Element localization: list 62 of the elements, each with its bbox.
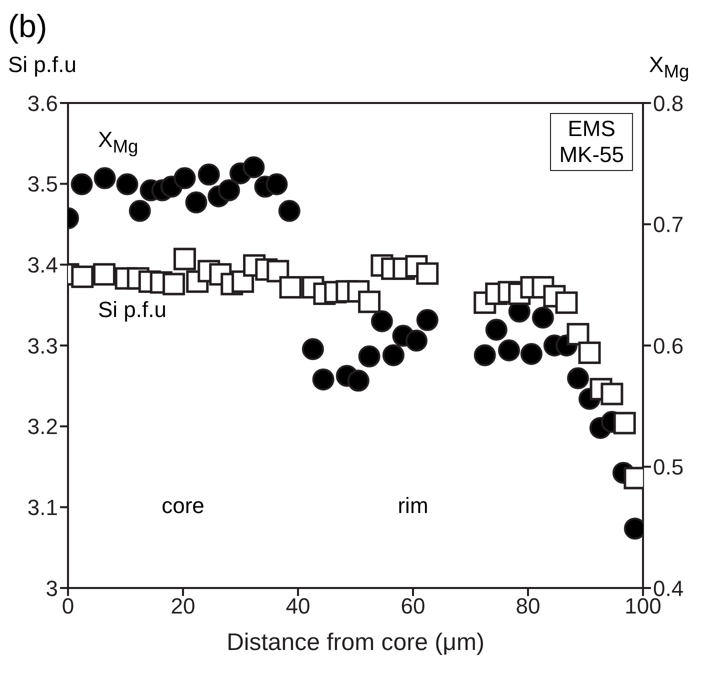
point [474, 344, 496, 366]
point [71, 266, 94, 288]
point [312, 368, 334, 390]
point [92, 263, 116, 286]
point [347, 370, 370, 392]
series-label: Si p.f.u [98, 297, 166, 324]
y-tick-label: 3.3 [27, 333, 58, 358]
y-tick-label: 3.4 [27, 252, 58, 278]
point [302, 338, 324, 360]
point [242, 156, 265, 178]
point [94, 167, 116, 190]
y-tick-label: 3.5 [27, 172, 58, 197]
point [416, 309, 438, 332]
point [498, 339, 520, 362]
y2-tick-label: 0.6 [653, 333, 684, 358]
point [128, 200, 151, 222]
point [174, 167, 196, 190]
point [485, 318, 508, 341]
point [370, 310, 393, 332]
x-axis-title: Distance from core (μm) [226, 629, 484, 656]
x-tick-label: 80 [516, 594, 540, 619]
y-tick-label: 3.2 [27, 414, 58, 440]
point [613, 412, 636, 434]
y-tick-label: 3.6 [27, 90, 58, 116]
point [266, 173, 288, 196]
point [555, 291, 578, 314]
point [405, 330, 428, 352]
series-label: X$_{Mg}$ [98, 127, 138, 158]
point [567, 367, 590, 390]
point [185, 191, 208, 214]
y-tick-label: 3 [46, 576, 58, 601]
y2-tick-label: 0.7 [653, 212, 684, 238]
point [162, 272, 186, 296]
point [566, 322, 590, 346]
x-tick-label: 40 [286, 594, 310, 619]
y-tick-label: 3.1 [27, 494, 58, 520]
point [520, 342, 542, 365]
point [278, 200, 300, 222]
y-axis-title: Si p.f.u [8, 52, 76, 78]
point [70, 173, 93, 196]
point [600, 382, 624, 406]
point [358, 290, 381, 314]
chart-title: (b) [8, 8, 48, 45]
point [173, 248, 196, 270]
point [578, 342, 601, 364]
annotation: EMS MK-55 [550, 113, 633, 171]
point [382, 344, 404, 366]
y2-tick-label: 0.8 [653, 90, 684, 116]
annotation: core [162, 493, 204, 520]
point [416, 262, 439, 285]
x-tick-label: 0 [62, 594, 74, 619]
point [358, 345, 380, 368]
point [218, 179, 240, 202]
y2-tick-label: 0.5 [653, 454, 684, 480]
point [279, 276, 302, 299]
point [116, 173, 138, 196]
annotation: rim [398, 493, 428, 520]
point [198, 164, 220, 186]
x-tick-label: 60 [400, 594, 426, 619]
point [532, 306, 554, 329]
y2-axis-title: X$_{Mg}$ [649, 52, 690, 82]
x-tick-label: 20 [170, 594, 196, 619]
